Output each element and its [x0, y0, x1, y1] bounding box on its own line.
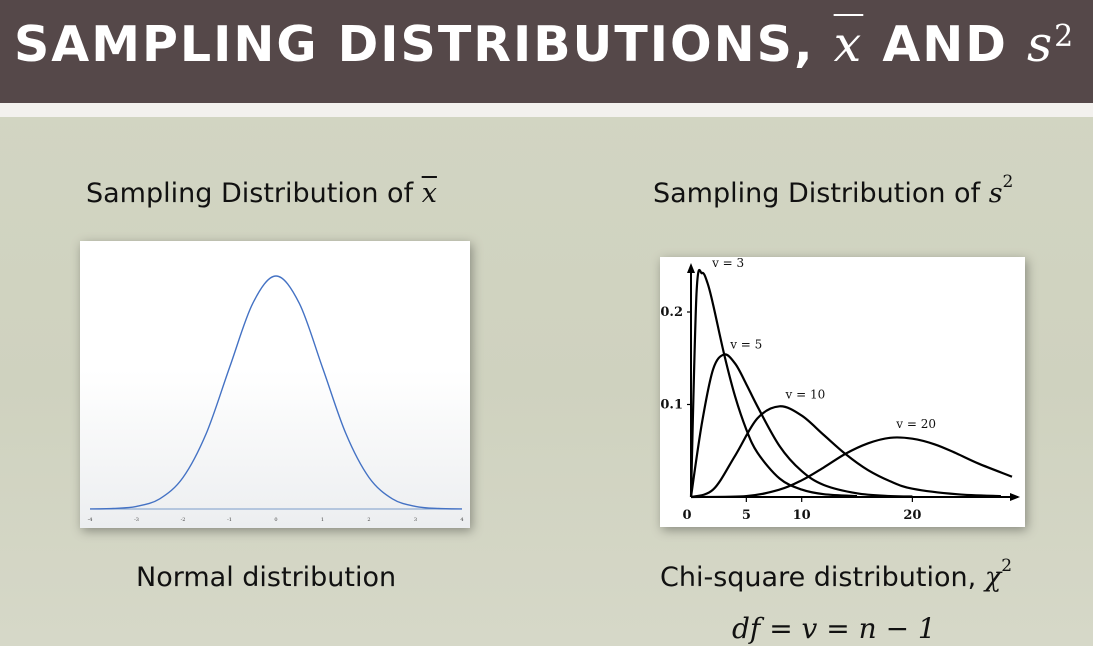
title-exponent: 2: [1054, 19, 1076, 54]
chi-curve: [689, 268, 858, 498]
right-heading: Sampling Distribution of s2: [653, 172, 1013, 209]
slide-title: SAMPLING DISTRIBUTIONS, x AND s2: [14, 10, 1075, 80]
normal-tick-label: 1: [321, 517, 324, 523]
chi-x-tick-label: 10: [793, 508, 811, 523]
normal-tick-label: 3: [414, 517, 417, 523]
chi-curve: [690, 436, 1013, 499]
chi-caption-exponent: 2: [1001, 556, 1013, 576]
title-bar: SAMPLING DISTRIBUTIONS, x AND s2: [0, 0, 1093, 103]
normal-tick-label: -4: [88, 517, 93, 523]
normal-tick-label: -2: [181, 517, 186, 523]
title-text: SAMPLING DISTRIBUTIONS,: [14, 16, 815, 73]
chi-series-label: v = 10: [785, 387, 826, 401]
chi-x-arrow: [1010, 493, 1020, 501]
left-heading-symbol: x: [421, 178, 437, 209]
chi-caption-text: Chi-square distribution,: [660, 562, 977, 593]
chi-y-arrow: [687, 263, 695, 273]
chi-series-label: v = 3: [711, 257, 744, 270]
chi-series-label: v = 5: [729, 338, 762, 352]
normal-distribution-chart: -4 -3 -2 -1 0 1 2 3 4: [80, 241, 470, 528]
chi-x-tick-label: 0: [682, 508, 691, 523]
chi-x-tick-label: 20: [903, 508, 921, 523]
chi-caption-symbol: χ: [984, 562, 1002, 593]
normal-tick-label: -1: [227, 517, 232, 523]
title-and: AND: [882, 16, 1008, 73]
normal-tick-label: 2: [367, 517, 370, 523]
right-heading-symbol: s: [988, 178, 1003, 209]
normal-chart-svg: -4 -3 -2 -1 0 1 2 3 4: [88, 275, 464, 523]
chi-y-tick-label: 0.1: [660, 398, 683, 413]
right-heading-text: Sampling Distribution of: [653, 178, 981, 209]
normal-curve: [89, 275, 463, 510]
chi-caption: Chi-square distribution, χ2: [660, 556, 1012, 593]
chi-chart-svg: 0 5 10 20 0.1 0.2 v = 3 v = 5 v = 10 v = 20: [660, 256, 1020, 523]
normal-tick-label: 0: [274, 517, 277, 523]
normal-caption: Normal distribution: [136, 562, 397, 593]
chi-curve: [689, 353, 913, 498]
s-symbol: s: [1027, 16, 1055, 73]
right-heading-exponent: 2: [1002, 172, 1014, 192]
df-formula: df = v = n − 1: [732, 612, 936, 645]
chi-curve: [690, 405, 1001, 499]
left-heading: Sampling Distribution of x: [86, 178, 437, 209]
chi-square-chart: 0 5 10 20 0.1 0.2 v = 3 v = 5 v = 10 v = 20: [660, 256, 1025, 527]
title-divider: [0, 103, 1093, 117]
chi-y-tick-label: 0.2: [660, 305, 683, 320]
left-heading-text: Sampling Distribution of: [86, 178, 414, 209]
xbar-symbol: x: [833, 16, 864, 73]
normal-tick-label: -3: [134, 517, 139, 523]
chi-series-label: v = 20: [895, 417, 936, 431]
normal-tick-label: 4: [460, 517, 463, 523]
chi-x-tick-label: 5: [742, 508, 751, 523]
